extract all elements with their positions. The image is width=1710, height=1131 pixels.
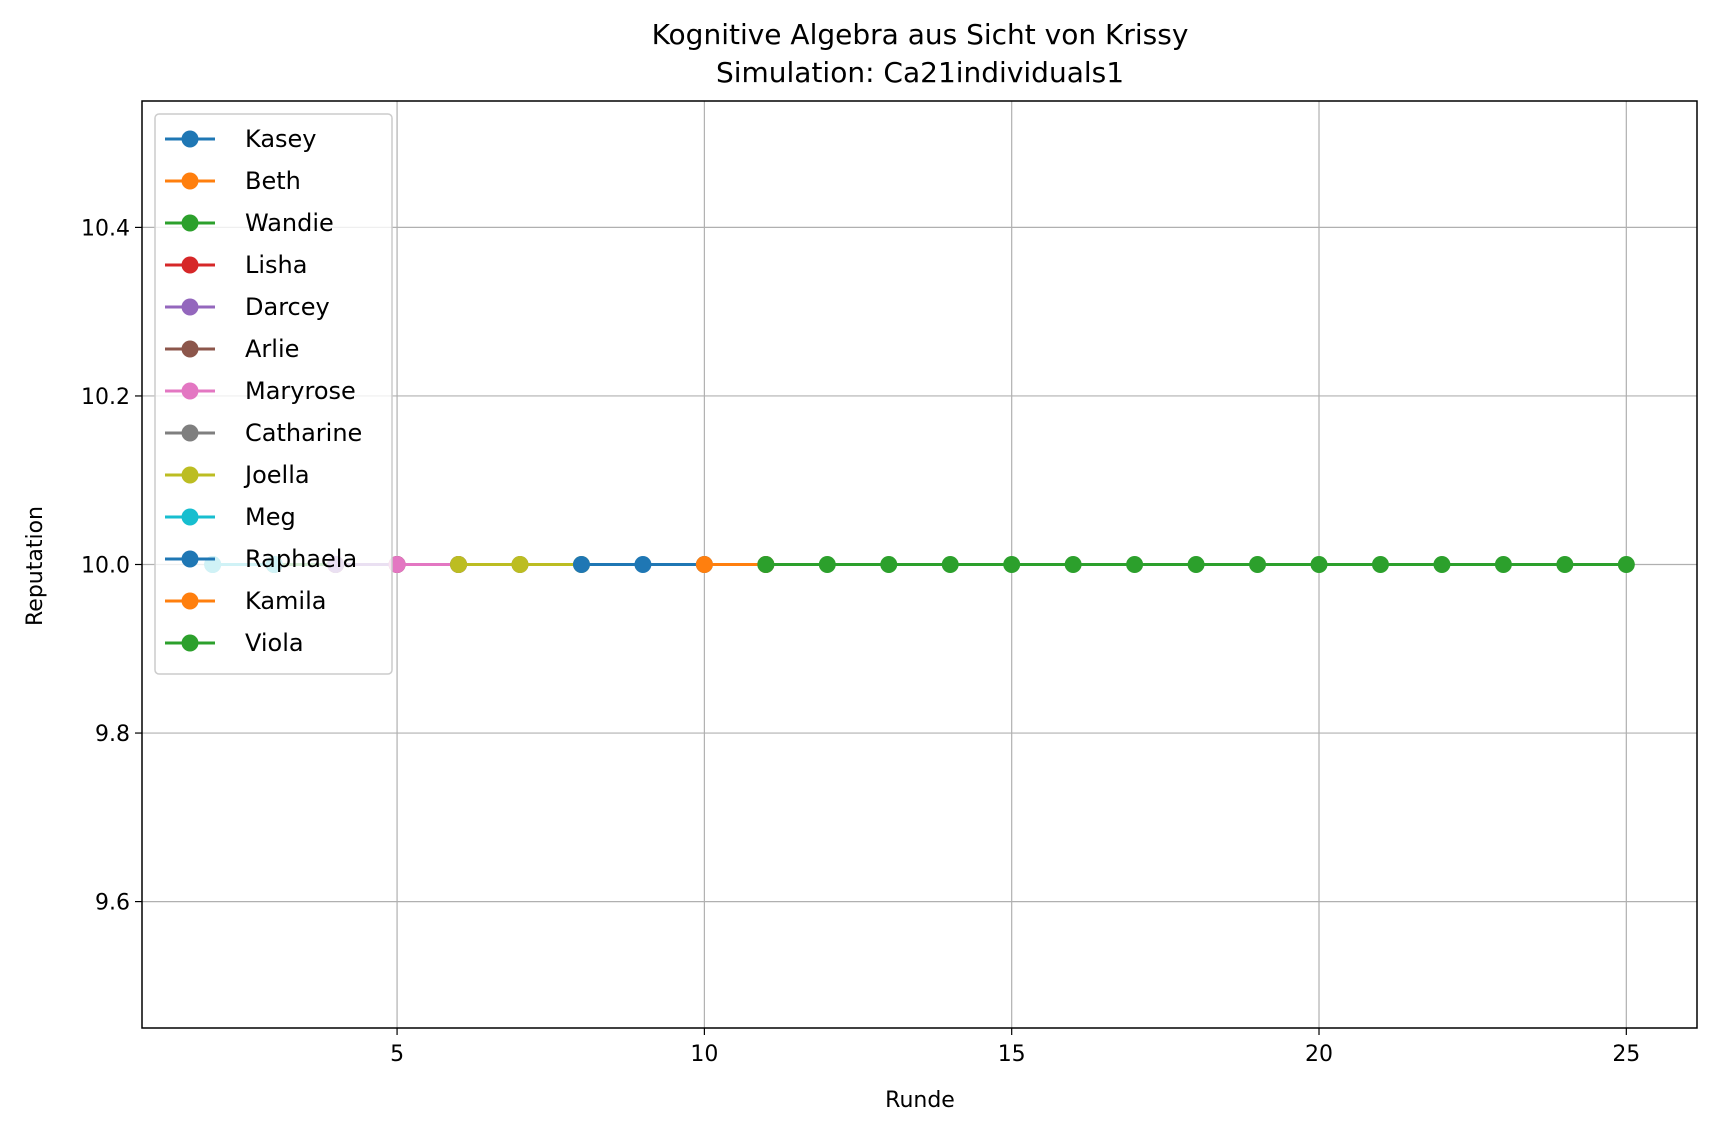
axis-ticks: 5 10 15 20 25 9.6 9.8 10.0 10.2 10.4 [81, 216, 1640, 1067]
legend-entry: Wandie [165, 209, 334, 237]
legend-entry: Viola [165, 629, 304, 657]
data-point [695, 556, 713, 573]
data-point [1494, 556, 1512, 573]
legend-marker [181, 214, 199, 232]
legend-label: Raphaela [245, 545, 357, 573]
data-point [1433, 556, 1451, 573]
legend-marker [181, 466, 199, 484]
legend-entry: Beth [165, 167, 301, 195]
legend-label: Joella [243, 461, 310, 489]
legend-marker [181, 424, 199, 442]
legend-marker [181, 634, 199, 652]
data-point [1617, 556, 1635, 573]
data-point [1064, 556, 1082, 573]
data-point [1187, 556, 1205, 573]
data-point [572, 556, 590, 573]
data-point [634, 556, 652, 573]
legend-label: Viola [245, 629, 304, 657]
x-tick-label: 10 [690, 1042, 718, 1067]
x-tick-label: 25 [1612, 1042, 1640, 1067]
chart-subtitle: Simulation: Ca21individuals1 [716, 56, 1124, 89]
data-point [1556, 556, 1574, 573]
legend-entry: Arlie [165, 335, 299, 363]
y-tick-label: 10.2 [81, 385, 130, 410]
legend: Kasey Beth Wandie Lisha Darcey Arlie Maryrose C… [154, 113, 393, 675]
data-point [818, 556, 836, 573]
legend-label: Darcey [245, 293, 330, 321]
legend-entry: Darcey [165, 293, 330, 321]
chart-title: Kognitive Algebra aus Sicht von Krissy [652, 18, 1189, 51]
data-point [1310, 556, 1328, 573]
legend-label: Catharine [245, 419, 362, 447]
x-tick-label: 20 [1305, 1042, 1333, 1067]
data-point [757, 556, 775, 573]
data-point [880, 556, 898, 573]
legend-marker [181, 382, 199, 400]
data-point [1249, 556, 1267, 573]
y-tick-label: 9.8 [95, 722, 130, 747]
legend-label: Lisha [245, 251, 307, 279]
legend-label: Arlie [245, 335, 299, 363]
legend-label: Wandie [245, 209, 334, 237]
legend-label: Kamila [245, 587, 326, 615]
x-tick-label: 5 [390, 1042, 404, 1067]
data-point [1003, 556, 1021, 573]
y-tick-label: 10.0 [81, 554, 130, 579]
legend-marker [181, 508, 199, 526]
legend-label: Kasey [245, 125, 317, 153]
legend-marker [181, 130, 199, 148]
legend-entry: Maryrose [165, 377, 356, 405]
series-viola [757, 556, 1635, 573]
legend-entry: Lisha [165, 251, 307, 279]
legend-marker [181, 592, 199, 610]
data-point [388, 556, 406, 573]
y-tick-label: 10.4 [81, 216, 130, 241]
data-point [450, 556, 468, 573]
data-point [1371, 556, 1389, 573]
legend-entry: Meg [165, 503, 296, 531]
legend-entry: Raphaela [165, 545, 357, 573]
legend-marker [181, 172, 199, 190]
x-axis-label: Runde [885, 1088, 955, 1113]
legend-label: Meg [245, 503, 296, 531]
data-point [941, 556, 959, 573]
legend-label: Maryrose [245, 377, 356, 405]
legend-label: Beth [245, 167, 301, 195]
legend-marker [181, 340, 199, 358]
legend-marker [181, 298, 199, 316]
legend-entry: Joella [165, 461, 310, 489]
legend-entry: Catharine [165, 419, 362, 447]
legend-entry: Kasey [165, 125, 317, 153]
x-tick-label: 15 [998, 1042, 1026, 1067]
legend-box [154, 113, 393, 675]
legend-entry: Kamila [165, 587, 326, 615]
legend-marker [181, 550, 199, 568]
y-tick-label: 9.6 [95, 891, 130, 916]
legend-marker [181, 256, 199, 274]
data-point [511, 556, 529, 573]
data-point [1126, 556, 1144, 573]
y-axis-label: Reputation [23, 506, 48, 626]
